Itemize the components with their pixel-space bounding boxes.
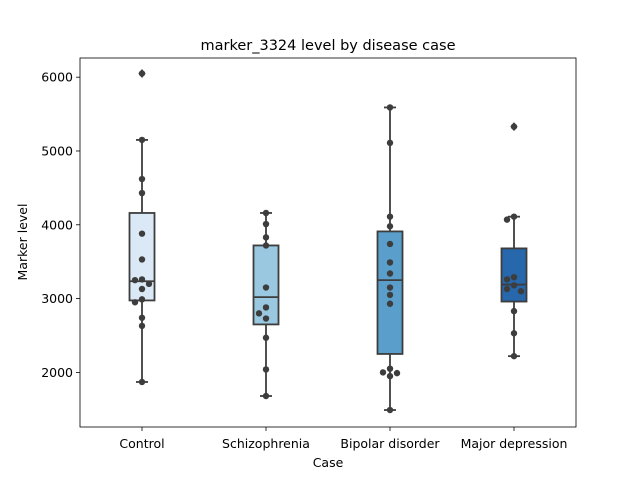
data-point-control	[138, 314, 146, 321]
data-point-control	[138, 256, 146, 263]
data-point-major-depression	[510, 352, 518, 360]
data-point-schizophrenia	[262, 220, 270, 228]
data-point-bipolar-disorder	[386, 300, 394, 307]
data-point-schizophrenia	[262, 304, 270, 311]
data-point-control	[138, 378, 146, 386]
data-point-control	[138, 285, 146, 293]
chart-title: marker_3324 level by disease case	[201, 38, 456, 54]
y-tick-label: 2000	[41, 365, 73, 380]
data-point-control	[131, 299, 139, 306]
y-tick-label: 4000	[41, 217, 73, 232]
data-point-major-depression	[510, 123, 518, 130]
x-tick-label: Schizophrenia	[222, 436, 310, 451]
data-point-bipolar-disorder	[386, 213, 394, 220]
data-point-bipolar-disorder	[386, 139, 394, 147]
data-point-schizophrenia	[262, 242, 270, 249]
data-point-control	[138, 175, 146, 183]
data-point-control	[138, 189, 146, 197]
data-point-major-depression	[510, 213, 518, 220]
data-point-major-depression	[503, 216, 511, 223]
data-point-bipolar-disorder	[386, 406, 394, 414]
x-tick-label: Bipolar disorder	[340, 436, 440, 451]
data-point-bipolar-disorder	[386, 240, 394, 248]
data-point-schizophrenia	[262, 284, 270, 291]
marks-layer	[128, 68, 528, 414]
y-tick-label: 6000	[41, 70, 73, 85]
data-point-bipolar-disorder	[386, 259, 394, 266]
plot-frame	[79, 57, 577, 428]
data-point-bipolar-disorder	[386, 104, 394, 111]
data-point-major-depression	[510, 330, 518, 337]
data-point-schizophrenia	[262, 366, 270, 373]
data-point-control	[138, 296, 146, 303]
data-point-bipolar-disorder	[386, 270, 394, 277]
x-tick-label: Major depression	[461, 436, 568, 451]
data-point-schizophrenia	[262, 234, 270, 241]
data-point-schizophrenia	[262, 334, 270, 341]
data-point-bipolar-disorder	[386, 291, 394, 299]
axis-layer: 2000 3000 4000 5000 6000 Control Schizophrenia…	[41, 70, 567, 451]
data-point-control	[138, 136, 146, 144]
data-point-control	[131, 276, 139, 284]
data-point-bipolar-disorder	[393, 369, 401, 377]
data-point-schizophrenia	[255, 310, 263, 317]
data-point-major-depression	[503, 276, 511, 283]
data-point-bipolar-disorder	[386, 284, 394, 291]
data-point-schizophrenia	[262, 392, 270, 400]
data-point-major-depression	[517, 288, 525, 295]
data-point-control	[138, 230, 146, 237]
data-point-control	[145, 280, 153, 288]
y-tick-label: 5000	[41, 143, 73, 158]
data-point-schizophrenia	[262, 315, 270, 322]
x-axis-label: Case	[313, 455, 344, 470]
data-point-major-depression	[510, 307, 518, 315]
data-point-major-depression	[503, 285, 511, 293]
data-point-control	[138, 276, 146, 283]
data-point-control	[138, 322, 146, 330]
data-point-schizophrenia	[262, 209, 270, 217]
data-point-control	[138, 70, 146, 77]
y-tick-label: 3000	[41, 291, 73, 306]
data-point-bipolar-disorder	[379, 369, 387, 376]
data-point-bipolar-disorder	[386, 223, 394, 230]
data-point-major-depression	[510, 282, 518, 289]
data-point-bipolar-disorder	[386, 372, 394, 380]
x-tick-label: Control	[119, 436, 164, 451]
y-axis-label: Marker level	[15, 204, 30, 281]
data-point-major-depression	[510, 273, 518, 281]
data-point-bipolar-disorder	[386, 365, 394, 372]
